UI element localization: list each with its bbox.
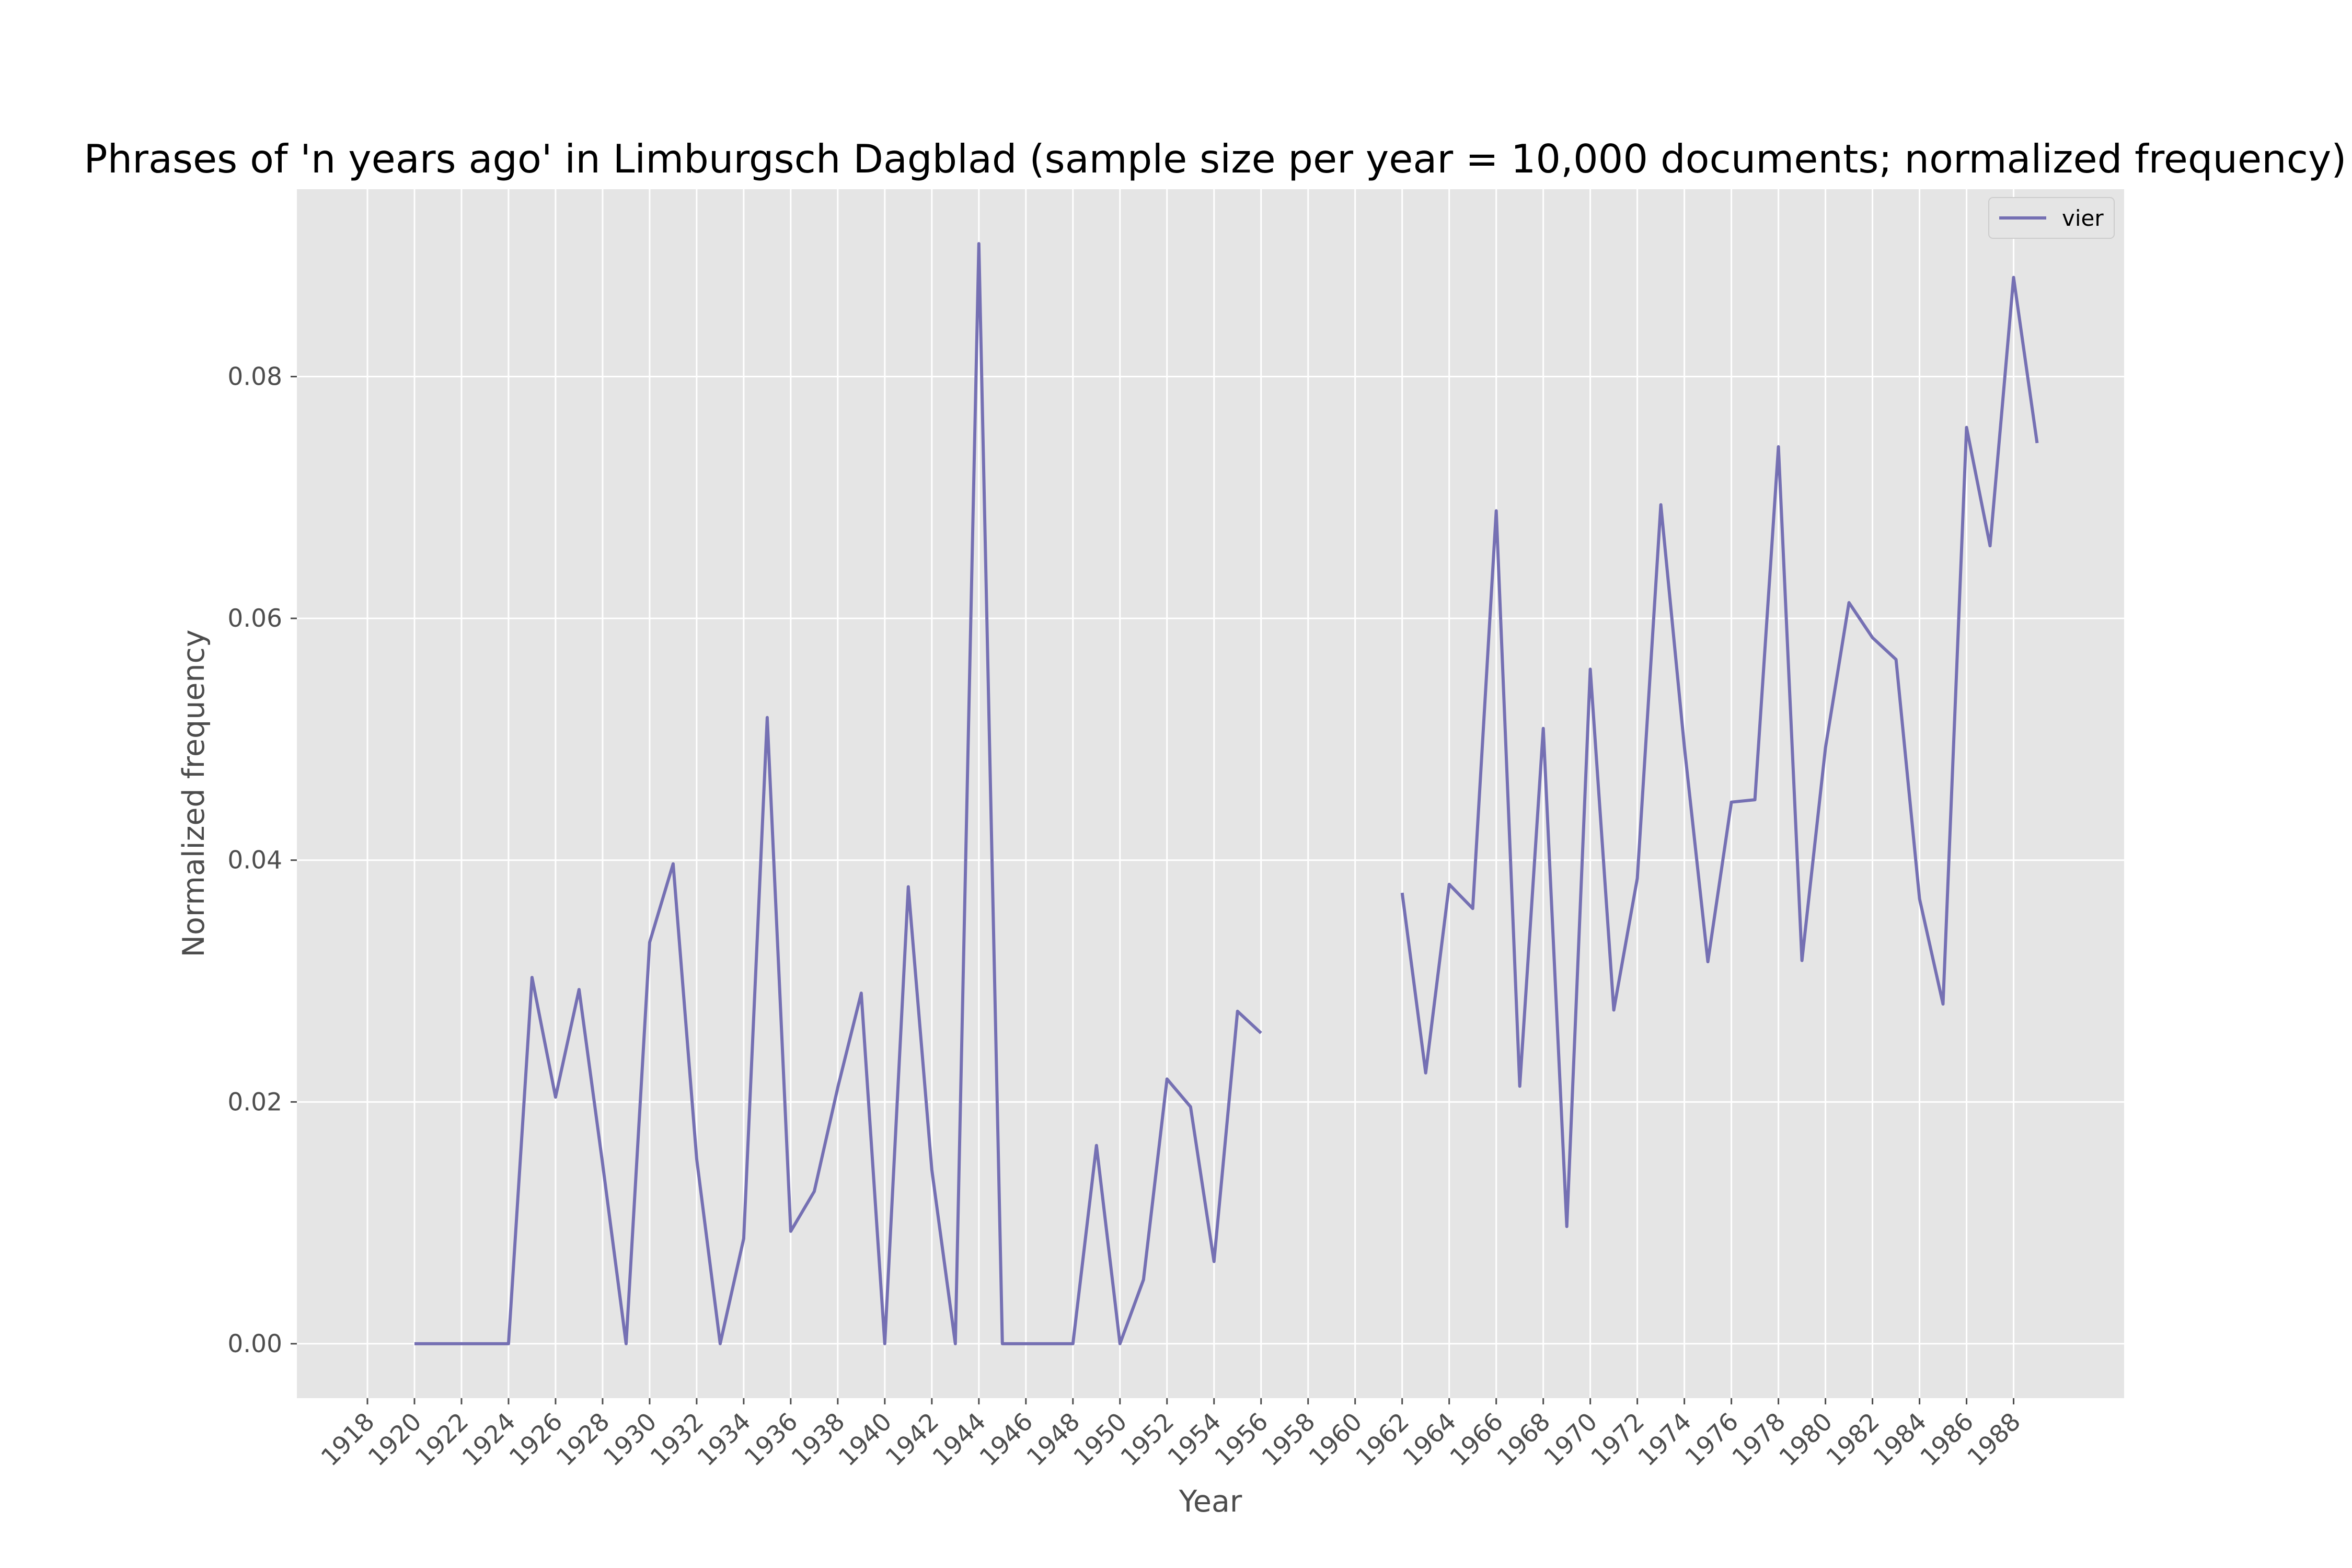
x-tick-label-1974: 1974	[1633, 1408, 1697, 1472]
series-line-vier-segment-2	[1400, 275, 2039, 1228]
x-tick-label-1940: 1940	[833, 1408, 897, 1472]
y-axis-label: Normalized frequency	[177, 629, 211, 957]
x-tick-label-1976: 1976	[1680, 1408, 1744, 1472]
chart-title: Phrases of 'n years ago' in Limburgsch D…	[84, 136, 2346, 182]
legend-label-vier: vier	[2062, 205, 2104, 231]
x-tick-label-1972: 1972	[1586, 1408, 1650, 1472]
x-tick-label-1956: 1956	[1209, 1408, 1274, 1472]
plot-area	[297, 189, 2124, 1398]
x-tick-label-1922: 1922	[410, 1408, 474, 1472]
legend: vier	[1988, 197, 2115, 239]
x-tick-label-1978: 1978	[1727, 1408, 1791, 1472]
x-tick-label-1952: 1952	[1115, 1408, 1180, 1472]
legend-box	[1988, 197, 2115, 239]
x-tick-label-1964: 1964	[1398, 1408, 1462, 1472]
x-tick-label-1948: 1948	[1021, 1408, 1086, 1472]
x-tick-label-1934: 1934	[692, 1408, 756, 1472]
x-tick-label-1928: 1928	[551, 1408, 615, 1472]
x-tick-label-1986: 1986	[1915, 1408, 1979, 1472]
y-tick-label-2: 0.04	[227, 846, 282, 875]
y-tick-label-4: 0.08	[227, 363, 282, 391]
x-tick-label-1942: 1942	[880, 1408, 944, 1472]
x-tick-label-1984: 1984	[1868, 1408, 1932, 1472]
x-tick-label-1938: 1938	[786, 1408, 850, 1472]
x-tick-label-1988: 1988	[1962, 1408, 2026, 1472]
x-tick-label-1926: 1926	[504, 1408, 568, 1472]
x-tick-label-1966: 1966	[1445, 1408, 1509, 1472]
x-tick-label-1970: 1970	[1539, 1408, 1603, 1472]
series-line-vier-segment-1	[414, 242, 1262, 1345]
x-tick-label-1980: 1980	[1774, 1408, 1838, 1472]
x-tick-label-1920: 1920	[363, 1408, 427, 1472]
x-tick-label-1958: 1958	[1256, 1408, 1321, 1472]
x-tick-label-1954: 1954	[1162, 1408, 1227, 1472]
x-tick-label-1930: 1930	[598, 1408, 662, 1472]
x-tick-label-1982: 1982	[1821, 1408, 1885, 1472]
x-tick-label-1932: 1932	[645, 1408, 709, 1472]
x-axis-label: Year	[1179, 1484, 1242, 1519]
y-tick-label-3: 0.06	[227, 604, 282, 633]
grid-lines	[297, 189, 2124, 1398]
x-tick-label-1946: 1946	[974, 1408, 1039, 1472]
x-tick-label-1924: 1924	[457, 1408, 521, 1472]
x-tick-label-1962: 1962	[1351, 1408, 1415, 1472]
x-tick-label-1960: 1960	[1304, 1408, 1368, 1472]
x-tick-label-1944: 1944	[927, 1408, 991, 1472]
x-tick-label-1968: 1968	[1492, 1408, 1556, 1472]
y-tick-label-1: 0.02	[227, 1088, 282, 1116]
y-tick-label-0: 0.00	[227, 1330, 282, 1358]
series-layer	[414, 242, 2039, 1345]
x-tick-label-1918: 1918	[316, 1408, 380, 1472]
x-tick-label-1936: 1936	[739, 1408, 803, 1472]
x-tick-label-1950: 1950	[1068, 1408, 1133, 1472]
